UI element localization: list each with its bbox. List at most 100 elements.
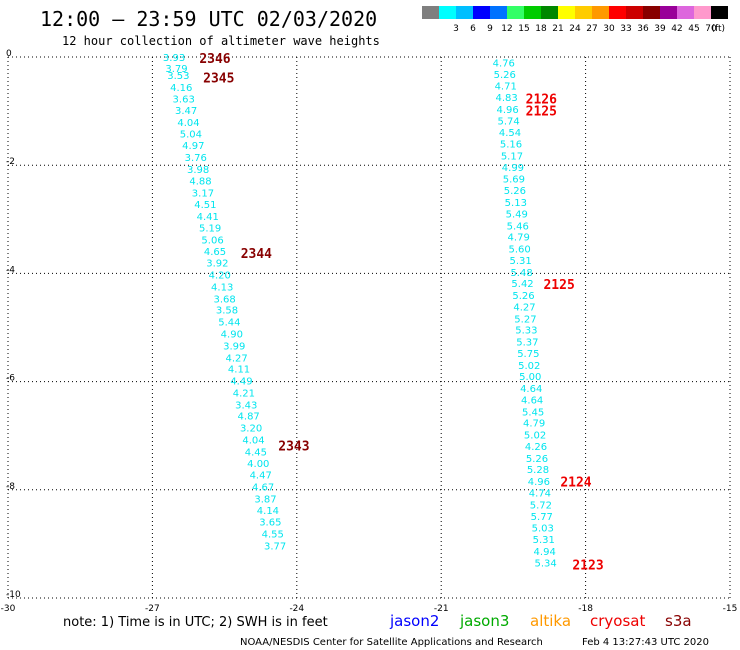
- swh-value: 4.96: [496, 105, 518, 116]
- satellite-jason2: jason2: [389, 612, 439, 630]
- pass-time-label: 2344: [241, 247, 272, 262]
- swh-value: 5.26: [494, 70, 516, 81]
- swh-value: 5.28: [527, 465, 549, 476]
- scale-swatch: [609, 6, 626, 19]
- swh-value: 4.67: [252, 483, 274, 494]
- swh-value: 4.79: [508, 233, 530, 244]
- scale-swatch: [711, 6, 728, 19]
- scale-swatch: [490, 6, 507, 19]
- swh-value: 4.49: [230, 377, 252, 388]
- y-tick-label: 0: [6, 49, 12, 59]
- swh-value: 3.53: [167, 71, 189, 82]
- satellite-altika: altika: [530, 612, 571, 630]
- swh-value: 5.03: [532, 524, 554, 535]
- pass-time-label: 2123: [572, 558, 603, 573]
- swh-value: 5.02: [518, 361, 540, 372]
- swh-value: 5.49: [506, 209, 528, 220]
- swh-value: 4.21: [233, 388, 255, 399]
- swh-value: 5.33: [515, 326, 537, 337]
- swh-value: 5.06: [201, 235, 223, 246]
- swh-value: 3.76: [185, 153, 207, 164]
- scale-swatch: [507, 6, 524, 19]
- swh-value: 3.63: [173, 95, 195, 106]
- swh-value: 4.55: [262, 530, 284, 541]
- swh-value: 4.99: [502, 163, 524, 174]
- pass-time-label: 2343: [278, 439, 309, 454]
- swh-value: 3.58: [216, 306, 238, 317]
- swh-value: 4.87: [238, 412, 260, 423]
- swh-value: 5.26: [504, 186, 526, 197]
- map-title: 12:00 – 23:59 UTC 02/03/2020: [40, 7, 377, 31]
- x-tick-label: -24: [289, 604, 304, 614]
- swh-value: 4.64: [521, 395, 543, 406]
- swh-value: 4.83: [496, 93, 518, 104]
- scale-label: 33: [620, 24, 631, 34]
- swh-value: 5.74: [497, 116, 519, 127]
- scale-label: 70: [705, 24, 717, 34]
- scale-unit: (ft): [711, 24, 725, 34]
- swh-value: 4.41: [197, 212, 219, 223]
- swh-value: 5.44: [218, 318, 240, 329]
- scale-label: 39: [654, 24, 666, 34]
- swh-value: 4.64: [520, 384, 542, 395]
- swh-value: 5.02: [524, 431, 546, 442]
- pass-time-label: 2346: [199, 52, 230, 67]
- x-tick-label: -15: [723, 604, 738, 614]
- scale-swatch: [524, 6, 541, 19]
- pass-time-label: 2126: [526, 93, 557, 108]
- swh-value: 4.13: [211, 282, 233, 293]
- x-tick-label: -30: [1, 604, 16, 614]
- swh-value: 5.13: [505, 198, 527, 209]
- x-tick-label: -21: [434, 604, 449, 614]
- axis-ticks: -30 -27 -24 -21 -18 -15 0 -2 -4 -6 -8 -10: [1, 49, 738, 614]
- swh-value: 4.11: [228, 365, 250, 376]
- altimeter-tracks: 3.933.793.534.163.633.474.045.044.973.76…: [163, 52, 604, 573]
- swh-value: 5.77: [531, 512, 553, 523]
- swh-value: 5.75: [517, 349, 539, 360]
- swh-value: 5.19: [199, 223, 221, 234]
- swh-value: 4.04: [242, 435, 264, 446]
- pass-time-label: 2124: [560, 476, 591, 491]
- swh-value: 3.93: [163, 53, 185, 64]
- swh-value: 4.16: [170, 83, 192, 94]
- scale-label: 45: [688, 24, 699, 34]
- satellite-s3a: s3a: [665, 612, 692, 630]
- swh-value: 5.00: [519, 372, 541, 383]
- swh-value: 5.69: [503, 175, 525, 186]
- swh-value: 4.27: [226, 353, 248, 364]
- timestamp: Feb 4 13:27:43 UTC 2020: [582, 637, 709, 648]
- swh-value: 4.71: [495, 82, 517, 93]
- swh-value: 3.92: [206, 259, 228, 270]
- scale-label: 12: [501, 24, 512, 34]
- swh-value: 5.26: [526, 454, 548, 465]
- swh-value: 4.20: [209, 270, 231, 281]
- scale-label: 9: [487, 24, 493, 34]
- pass-time-label: 2125: [526, 105, 557, 120]
- plot-grid: [7, 56, 731, 599]
- swh-value: 3.99: [223, 341, 245, 352]
- swh-value: 3.68: [213, 294, 235, 305]
- swh-value: 3.77: [264, 542, 286, 553]
- x-tick-label: -18: [578, 604, 593, 614]
- swh-value: 5.45: [522, 407, 544, 418]
- swh-value: 4.54: [499, 128, 521, 139]
- swh-value: 4.27: [513, 302, 535, 313]
- swh-value: 5.46: [507, 221, 529, 232]
- scale-label: 18: [535, 24, 547, 34]
- scale-swatch: [643, 6, 660, 19]
- swh-value: 3.98: [187, 165, 209, 176]
- scale-swatch: [456, 6, 473, 19]
- satellite-cryosat: cryosat: [590, 612, 645, 630]
- swh-value: 3.47: [175, 106, 197, 117]
- swh-value: 4.14: [257, 506, 279, 517]
- swh-value: 4.65: [204, 247, 226, 258]
- footer-note: note: 1) Time is in UTC; 2) SWH is in fe…: [63, 615, 328, 630]
- scale-swatch: [541, 6, 558, 19]
- satellite-legend: jason2 jason3 altika cryosat s3a: [389, 612, 692, 630]
- swh-value: 4.26: [525, 442, 547, 453]
- swh-value: 4.51: [194, 200, 216, 211]
- swh-value: 4.47: [250, 471, 272, 482]
- scale-label: 15: [518, 24, 529, 34]
- swh-value: 4.76: [493, 58, 515, 69]
- swh-value: 3.17: [192, 188, 214, 199]
